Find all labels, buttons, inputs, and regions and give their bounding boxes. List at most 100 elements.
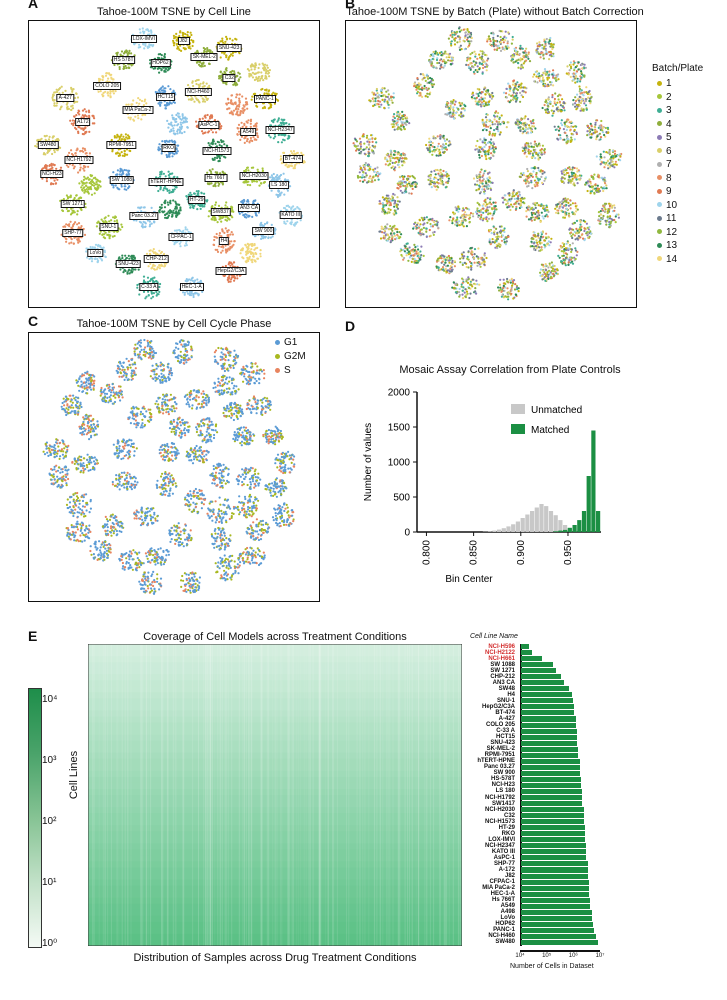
tsne-point xyxy=(123,150,126,153)
tsne-point xyxy=(200,192,203,195)
tsne-point xyxy=(79,196,82,199)
tsne-point xyxy=(176,229,179,232)
tsne-point xyxy=(53,102,56,105)
tsne-point xyxy=(229,264,232,267)
tsne-point xyxy=(163,140,166,143)
tsne-point xyxy=(572,125,575,128)
tsne-point xyxy=(159,103,162,106)
tsne-point xyxy=(479,181,482,184)
tsne-point xyxy=(66,108,69,111)
tsne-point xyxy=(173,140,176,143)
tsne-point xyxy=(567,138,570,141)
tsne-point xyxy=(112,216,115,219)
tsne-point xyxy=(128,66,131,70)
cell-line-label: SNU-423 xyxy=(216,44,242,53)
tsne-point xyxy=(51,96,54,99)
tsne-point xyxy=(173,229,177,232)
tsne-point xyxy=(575,178,578,181)
tsne-point xyxy=(111,78,114,81)
tsne-point xyxy=(512,91,515,94)
tsne-point xyxy=(124,133,127,136)
tsne-point xyxy=(65,194,68,197)
tsne-point xyxy=(160,101,163,104)
tsne-point xyxy=(253,235,257,238)
tsne-point xyxy=(123,138,126,141)
tsne-point xyxy=(490,138,493,141)
tsne-point xyxy=(199,279,202,282)
tsne-point xyxy=(183,291,186,294)
tsne-point xyxy=(290,223,293,226)
tsne-point xyxy=(276,120,279,123)
cell-line-label: SNU-423 xyxy=(116,260,141,269)
tsne-point xyxy=(113,234,116,238)
tsne-point xyxy=(478,153,481,157)
cell-line-label: A172 xyxy=(74,117,91,126)
tsne-point xyxy=(384,156,387,159)
cell-line-label: AN3 CA xyxy=(237,204,261,213)
tsne-point xyxy=(182,46,185,50)
tsne-point xyxy=(95,225,98,228)
tsne-point xyxy=(160,69,163,72)
tsne-point xyxy=(160,152,163,155)
tsne-point xyxy=(110,219,113,222)
tsne-point xyxy=(201,117,204,120)
tsne-point xyxy=(55,104,58,107)
tsne-point xyxy=(87,165,90,168)
tsne-point xyxy=(497,242,500,245)
tsne-point xyxy=(451,261,454,264)
tsne-point xyxy=(226,229,229,232)
tsne-point xyxy=(390,155,393,158)
tsne-point xyxy=(116,53,119,57)
tsne-point xyxy=(425,227,428,230)
tsne-point xyxy=(519,122,523,125)
tsne-point xyxy=(499,231,502,234)
tsne-point xyxy=(125,136,128,139)
tsne-point xyxy=(126,153,129,156)
tsne-point xyxy=(563,177,566,180)
tsne-point xyxy=(480,147,483,151)
tsne-point xyxy=(187,46,191,49)
tsne-point xyxy=(216,154,219,157)
tsne-batch-scatter xyxy=(352,26,623,301)
tsne-point xyxy=(53,99,56,102)
tsne-point xyxy=(491,240,494,244)
tsne-point xyxy=(73,196,76,200)
tsne-point xyxy=(206,98,209,101)
cell-line-label: NCI-H23 xyxy=(40,169,64,178)
tsne-point xyxy=(102,236,105,239)
tsne-point xyxy=(66,210,69,213)
tsne-point xyxy=(227,280,230,283)
tsne-point xyxy=(137,268,140,271)
tsne-point xyxy=(513,95,517,98)
tsne-point xyxy=(227,276,230,279)
tsne-point xyxy=(127,103,130,106)
tsne-point xyxy=(503,230,506,234)
tsne-point xyxy=(433,220,436,224)
tsne-point xyxy=(100,258,103,261)
tsne-point xyxy=(271,93,274,96)
tsne-point xyxy=(123,152,126,155)
tsne-point xyxy=(573,184,576,187)
tsne-point xyxy=(560,119,563,122)
tsne-point xyxy=(589,102,592,105)
tsne-point xyxy=(184,33,187,36)
tsne-point xyxy=(569,168,572,171)
tsne-point xyxy=(113,63,116,67)
tsne-point xyxy=(124,64,127,68)
tsne-point xyxy=(491,238,494,241)
cell-line-label: PANC-1 xyxy=(253,94,276,103)
tsne-point xyxy=(219,71,222,74)
tsne-point xyxy=(487,149,490,152)
tsne-point xyxy=(578,87,582,91)
tsne-point xyxy=(473,248,477,251)
tsne-point xyxy=(505,92,508,95)
tsne-point xyxy=(532,122,535,125)
tsne-point xyxy=(590,125,593,128)
tsne-point xyxy=(388,163,391,166)
cell-line-label: HCT15 xyxy=(155,92,176,101)
tsne-point xyxy=(517,118,520,121)
cell-line-label: MIA PaCa-2 xyxy=(122,105,154,114)
tsne-point xyxy=(437,172,440,175)
tsne-point xyxy=(439,175,442,178)
tsne-point xyxy=(76,210,79,213)
